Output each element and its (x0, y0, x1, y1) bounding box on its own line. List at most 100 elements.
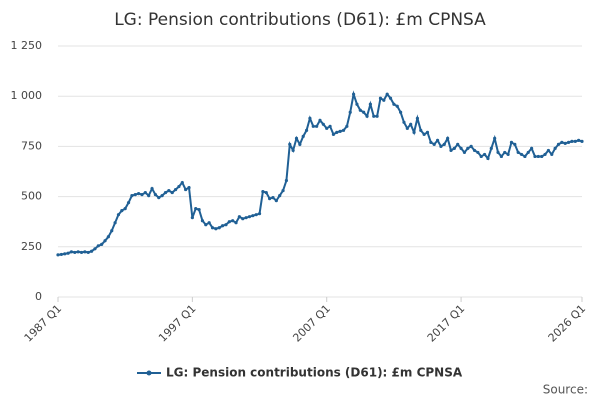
point (133, 192, 137, 197)
point (388, 96, 393, 100)
x-tick-label: 1987 Q1 (22, 302, 65, 345)
chart-title: LG: Pension contributions (D61): £m CPNS… (114, 10, 486, 30)
point (194, 207, 198, 211)
point (271, 196, 275, 200)
point (123, 207, 127, 211)
source-label: Source: (543, 383, 588, 397)
point (402, 120, 406, 124)
point (106, 235, 110, 239)
point (566, 140, 571, 144)
point (96, 244, 100, 248)
point (409, 122, 413, 126)
point (150, 186, 154, 191)
point (281, 188, 285, 193)
point (577, 138, 581, 142)
x-tick-label: 2017 Q1 (425, 302, 468, 345)
point (69, 250, 74, 254)
point (442, 142, 446, 146)
point (435, 138, 440, 142)
point (167, 188, 171, 193)
point (284, 178, 289, 183)
point (294, 136, 299, 140)
point (399, 110, 403, 114)
point (298, 142, 302, 146)
point (392, 102, 396, 106)
point (227, 220, 231, 224)
point (143, 190, 147, 195)
point (308, 116, 312, 120)
point (103, 239, 107, 243)
point (513, 142, 517, 146)
point (331, 132, 336, 136)
point (378, 96, 383, 100)
point (550, 152, 554, 157)
y-tick-label: 500 (21, 190, 42, 203)
point (449, 148, 453, 153)
series-line (57, 90, 583, 256)
point (355, 102, 359, 106)
point (348, 110, 352, 114)
point (318, 118, 322, 122)
point (116, 213, 121, 217)
point (573, 139, 577, 143)
point (459, 146, 463, 151)
point (536, 154, 540, 159)
point (489, 146, 493, 151)
legend-label: LG: Pension contributions (D61): £m CPNS… (166, 366, 463, 380)
legend-marker (146, 370, 152, 376)
point (237, 215, 241, 219)
point (140, 192, 144, 197)
point (288, 142, 292, 146)
point (432, 142, 436, 146)
point (368, 102, 372, 106)
point (180, 180, 184, 185)
point (73, 250, 77, 255)
point (456, 142, 460, 146)
point (482, 152, 487, 157)
point (472, 148, 477, 153)
point (304, 128, 309, 132)
point (153, 192, 158, 197)
point (351, 92, 356, 96)
point (570, 139, 574, 143)
point (493, 136, 497, 140)
point (341, 128, 346, 132)
point (540, 154, 544, 159)
point (147, 193, 151, 198)
point (187, 185, 191, 190)
point (429, 140, 433, 144)
point (170, 190, 174, 195)
point (56, 253, 60, 257)
point (231, 219, 235, 223)
point (543, 152, 547, 157)
y-tick-label: 1 250 (11, 39, 43, 52)
point (93, 247, 97, 251)
point (220, 224, 225, 228)
point (412, 130, 416, 134)
point (446, 136, 450, 140)
point (100, 242, 104, 246)
point (338, 129, 342, 133)
point (261, 189, 265, 194)
point (173, 187, 178, 192)
point (120, 209, 124, 213)
point (315, 124, 319, 128)
point (469, 144, 473, 148)
point (452, 146, 456, 151)
point (506, 152, 510, 157)
point (462, 150, 467, 155)
point (217, 226, 221, 230)
y-tick-label: 750 (21, 139, 42, 152)
point (204, 223, 208, 227)
point (503, 150, 507, 155)
point (365, 114, 369, 118)
point (247, 215, 252, 219)
point (79, 250, 84, 255)
point (496, 150, 500, 155)
point (335, 130, 339, 134)
point (523, 154, 527, 159)
point (264, 190, 268, 195)
point (63, 252, 67, 256)
point (278, 193, 282, 198)
point (519, 152, 524, 157)
